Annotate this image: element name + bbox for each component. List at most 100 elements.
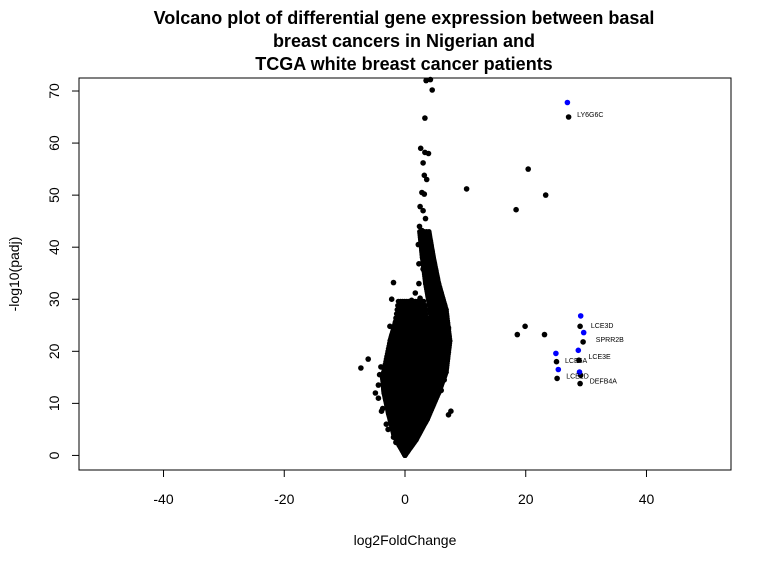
gene-point-46 xyxy=(397,345,404,352)
gene-point-26 xyxy=(424,267,431,274)
cloud-fill-point xyxy=(436,365,442,371)
gene-label-lce1d: LCE1D xyxy=(566,373,589,380)
gene-point-8 xyxy=(421,172,428,179)
gene-point-59 xyxy=(391,429,398,435)
x-tick-label-0: -40 xyxy=(153,491,173,507)
gene-label-sprr2b: SPRR2B xyxy=(596,337,624,344)
gene-label-lce3e: LCE3E xyxy=(589,354,612,361)
x-axis: -40 -20 0 20 40 xyxy=(153,469,655,507)
gene-point-29 xyxy=(427,283,433,290)
gene-point-6 xyxy=(425,150,432,157)
gene-point-83 xyxy=(577,380,583,387)
gene-point-35 xyxy=(433,301,439,308)
cloud-fill-point xyxy=(435,357,441,363)
gene-point-4 xyxy=(417,145,424,152)
gene-point-25 xyxy=(420,266,426,272)
gene-point-37 xyxy=(431,308,437,315)
gene-point-45 xyxy=(390,338,397,344)
gene-point-54 xyxy=(375,395,382,402)
cloud-fill-point xyxy=(426,319,432,325)
gene-point-79 xyxy=(576,357,582,364)
gene-point-64 xyxy=(441,377,448,383)
gene-point-77 xyxy=(577,323,583,330)
cloud-fill-point xyxy=(415,423,421,429)
y-tick-label-5: 50 xyxy=(46,187,62,203)
x-tick-label-2: 0 xyxy=(401,491,409,507)
cloud-fill-point xyxy=(430,390,436,396)
gene-point-73 xyxy=(565,114,572,120)
y-axis: 0 10 20 30 40 50 60 70 xyxy=(46,83,80,459)
gene-point-9 xyxy=(423,176,430,183)
gene-point-76 xyxy=(541,331,548,338)
gene-point-19 xyxy=(415,241,422,248)
gene-point-38 xyxy=(437,314,443,321)
gene-label-ly6g6c: LY6G6C xyxy=(577,112,603,119)
gene-point-16 xyxy=(419,227,425,234)
gene-point-75 xyxy=(522,323,528,330)
gene-point-28 xyxy=(416,280,422,287)
gene-point-22 xyxy=(426,254,432,261)
title-line-1: Volcano plot of differential gene expres… xyxy=(154,8,655,28)
cloud-fill-point xyxy=(431,344,437,350)
cloud-fill-point xyxy=(434,361,441,367)
y-tick-label-2: 20 xyxy=(46,343,62,359)
highlight-point-0 xyxy=(564,99,571,106)
gene-point-23 xyxy=(430,259,436,265)
gene-point-57 xyxy=(383,421,390,428)
y-tick-label-0: 0 xyxy=(46,451,62,459)
gene-point-15 xyxy=(416,223,423,230)
highlight-point-2 xyxy=(580,329,587,336)
gene-point-61 xyxy=(393,439,399,446)
cloud-fill-point xyxy=(419,415,425,421)
gene-point-72 xyxy=(542,192,549,198)
gene-point-34 xyxy=(417,295,423,302)
gene-point-50 xyxy=(378,364,384,370)
gene-point-71 xyxy=(525,166,531,172)
cloud-fill-point xyxy=(422,407,429,413)
gene-point-40 xyxy=(413,314,419,321)
gene-point-3 xyxy=(422,115,428,121)
cloud-fill-point xyxy=(432,386,439,392)
gene-point-47 xyxy=(365,356,372,362)
highlight-point-3 xyxy=(575,347,582,354)
x-tick-label-1: -20 xyxy=(274,491,294,507)
gene-point-66 xyxy=(438,387,445,394)
highlight-point-6 xyxy=(576,369,583,375)
cloud-fill-point xyxy=(412,427,418,433)
cloud-fill-point xyxy=(423,402,429,408)
cloud-fill-point xyxy=(404,444,410,450)
gene-point-1 xyxy=(427,76,434,83)
gene-point-7 xyxy=(420,160,426,166)
gene-point-81 xyxy=(554,375,560,382)
y-tick-label-7: 70 xyxy=(46,83,62,99)
gene-point-74 xyxy=(514,331,521,338)
gene-point-31 xyxy=(430,291,436,297)
gene-point-80 xyxy=(553,358,560,365)
data-points xyxy=(358,76,587,458)
gene-point-36 xyxy=(441,304,448,310)
gene-point-69 xyxy=(463,186,470,192)
y-tick-label-4: 40 xyxy=(46,239,62,255)
x-tick-label-4: 40 xyxy=(639,491,655,507)
gene-point-43 xyxy=(387,323,393,330)
gene-point-32 xyxy=(388,296,395,303)
gene-point-41 xyxy=(407,322,414,329)
gene-point-39 xyxy=(398,317,404,323)
cloud-fill-point xyxy=(416,419,422,425)
highlight-point-5 xyxy=(555,366,562,373)
cloud-fill-point xyxy=(407,440,413,446)
gene-point-44 xyxy=(396,330,403,336)
gene-point-51 xyxy=(376,371,383,378)
gene-label-defb4a: DEFB4A xyxy=(590,379,618,386)
gene-point-24 xyxy=(416,261,422,267)
cloud-fill-point xyxy=(428,332,434,338)
chart-title: Volcano plot of differential gene expres… xyxy=(154,8,655,74)
gene-point-18 xyxy=(423,235,430,241)
gene-label-lce6a: LCE6A xyxy=(565,358,588,365)
gene-point-60 xyxy=(390,434,397,441)
cloud-fill-point xyxy=(426,398,432,404)
gene-point-12 xyxy=(417,203,423,210)
cloud-fill-point xyxy=(427,323,434,329)
gene-point-56 xyxy=(378,408,385,415)
